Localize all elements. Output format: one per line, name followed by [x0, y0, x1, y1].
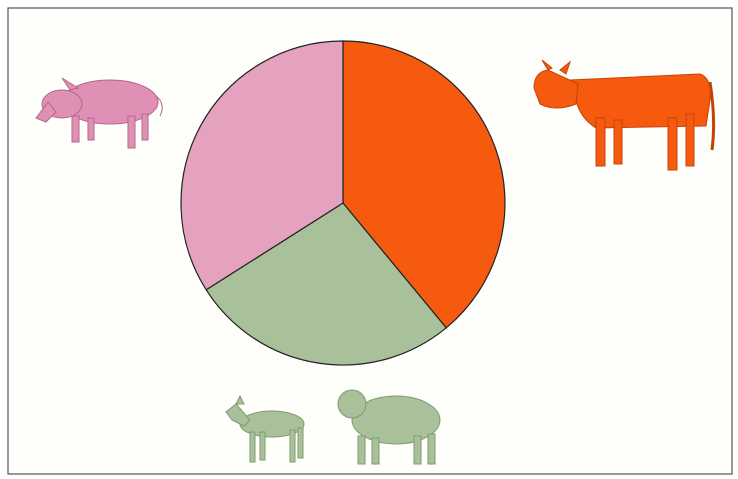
- pie: [181, 41, 505, 365]
- chart: [0, 0, 738, 479]
